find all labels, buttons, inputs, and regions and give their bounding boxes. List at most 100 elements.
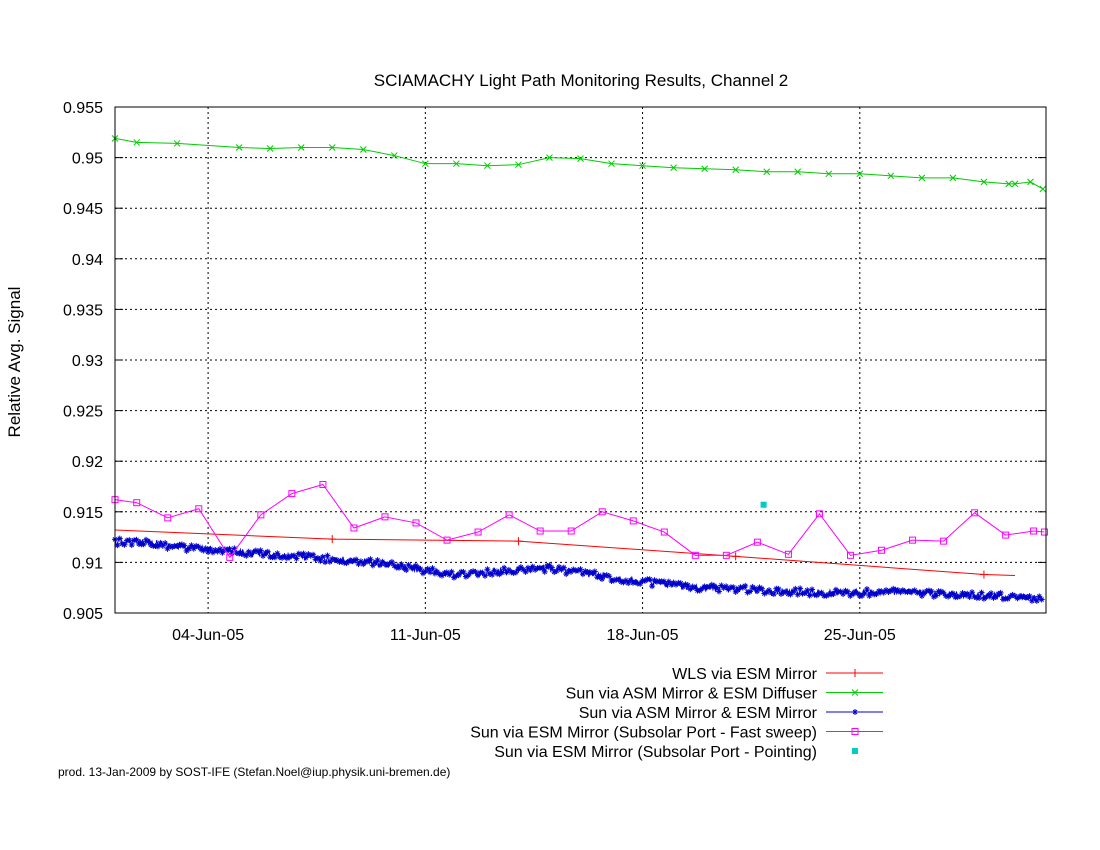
y-tick-label: 0.945: [63, 201, 103, 218]
data-point: [443, 536, 451, 544]
data-point: [498, 569, 505, 576]
data-point: [1011, 180, 1019, 188]
data-point: [421, 160, 429, 168]
data-point: [758, 585, 765, 592]
x-tick-label: 18-Jun-05: [607, 627, 679, 644]
x-tick-label: 25-Jun-05: [824, 627, 896, 644]
data-point: [133, 139, 141, 146]
data-point: [474, 528, 482, 536]
data-point: [453, 160, 460, 168]
data-point: [560, 564, 567, 571]
data-point: [794, 591, 801, 598]
data-point: [1027, 178, 1034, 186]
data-point: [546, 154, 553, 161]
data-point: [133, 499, 141, 507]
data-point: [238, 550, 245, 557]
data-point: [1039, 185, 1047, 193]
y-tick-label: 0.905: [63, 606, 103, 623]
x-tick-label: 11-Jun-05: [390, 627, 461, 644]
data-point: [164, 514, 172, 522]
data-point: [840, 591, 847, 598]
data-point: [1038, 596, 1045, 603]
data-point: [116, 535, 123, 542]
y-tick-labels: 0.905 0.91 0.915 0.92 0.925 0.93 0.935 0.94 0.94…: [63, 100, 103, 623]
data-point: [968, 589, 975, 596]
data-point: [173, 140, 181, 147]
series-line: [114, 483, 1045, 559]
data-point: [548, 564, 555, 571]
data-point: [515, 161, 522, 169]
data-point: [629, 517, 637, 525]
y-tick-label: 0.91: [72, 555, 103, 572]
data-point: [577, 566, 584, 573]
x-tick-labels: 04-Jun-05 11-Jun-05 18-Jun-05 25-Jun-05: [172, 627, 896, 644]
data-point: [288, 490, 296, 498]
data-point: [825, 170, 833, 178]
data-point: [207, 545, 214, 552]
data-point: [846, 551, 854, 559]
data-point: [322, 559, 329, 566]
legend-label: WLS via ESM Mirror: [672, 666, 818, 683]
data-point: [754, 588, 761, 595]
series-line: [114, 529, 1015, 577]
data-point: [866, 592, 873, 599]
data-point: [878, 546, 886, 554]
data-point: [539, 565, 546, 572]
y-tick-label: 0.935: [63, 302, 103, 319]
data-point: [844, 588, 851, 595]
y-axis-label: Relative Avg. Signal: [5, 287, 24, 438]
data-point: [818, 589, 825, 596]
data-point: [909, 536, 917, 544]
data-point: [381, 513, 389, 521]
data-point: [784, 550, 792, 558]
data-point: [815, 510, 823, 518]
data-point: [396, 564, 403, 571]
data-point: [482, 572, 489, 579]
data-point: [701, 165, 708, 173]
plot-frame: [114, 106, 1047, 614]
data-point: [637, 580, 644, 587]
data-point: [916, 589, 923, 596]
data-point: [359, 146, 367, 153]
series-0: [114, 529, 1015, 579]
data-point: [608, 160, 615, 168]
data-point: [128, 542, 135, 549]
data-point: [646, 576, 653, 583]
data-point: [670, 164, 677, 172]
data-point: [746, 588, 753, 595]
data-point: [274, 550, 281, 557]
data-point: [928, 588, 935, 595]
data-point: [918, 174, 926, 182]
data-point: [302, 554, 309, 561]
legend-marker: [851, 669, 859, 677]
data-point: [1040, 528, 1048, 536]
data-point: [830, 590, 837, 597]
data-point: [861, 590, 868, 597]
data-point: [957, 593, 964, 600]
data-point: [353, 556, 360, 563]
data-point: [553, 567, 560, 574]
data-point: [417, 565, 424, 572]
data-point: [606, 573, 613, 580]
data-point: [505, 511, 513, 519]
data-point: [328, 535, 337, 544]
data-point: [376, 562, 383, 569]
data-point: [205, 548, 212, 555]
data-point: [293, 555, 300, 562]
data-point: [243, 552, 250, 559]
data-point: [940, 589, 947, 596]
data-point: [988, 590, 995, 597]
data-point: [971, 509, 979, 517]
data-point: [732, 166, 740, 174]
data-point: [940, 537, 948, 545]
data-point: [730, 584, 737, 591]
data-point: [427, 569, 434, 576]
data-point: [266, 145, 274, 152]
data-point: [226, 553, 234, 561]
data-point: [979, 570, 988, 579]
data-point: [809, 586, 816, 593]
data-point: [121, 541, 128, 548]
data-point: [713, 584, 720, 591]
data-point: [484, 566, 491, 573]
series-4: [760, 501, 767, 508]
